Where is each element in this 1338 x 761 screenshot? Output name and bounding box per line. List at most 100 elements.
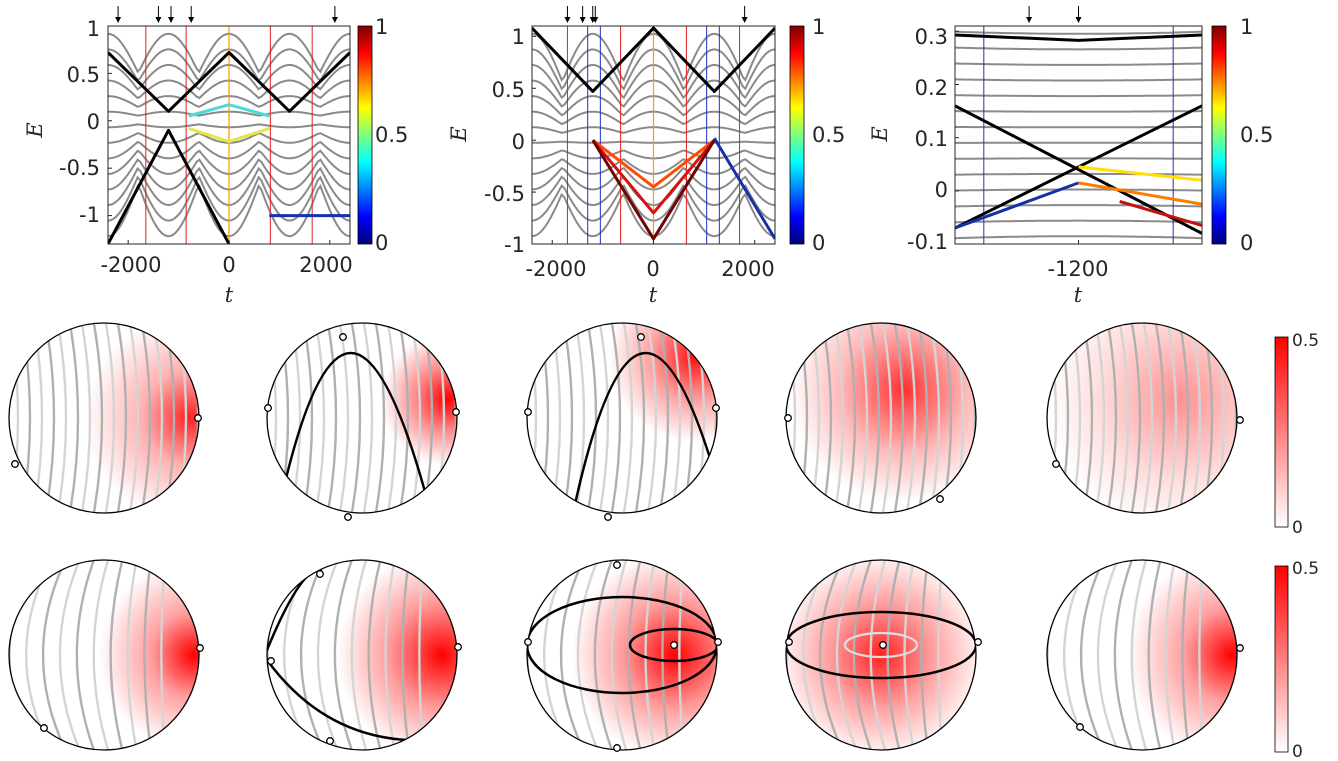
contour-line	[333, 560, 361, 750]
contour-line	[621, 323, 634, 513]
arrow-head	[564, 17, 571, 23]
critical-point-marker	[714, 638, 722, 646]
contour-line	[1164, 560, 1180, 750]
critical-point-marker	[524, 408, 532, 416]
contour-ellipse	[843, 631, 919, 659]
contour-line	[460, 540, 516, 761]
ytick-label: 0.3	[915, 25, 948, 49]
critical-point-marker	[712, 404, 720, 412]
separatrix-ellipse	[527, 595, 717, 695]
contour-line	[1153, 323, 1166, 513]
critical-point-marker	[264, 404, 272, 412]
x-axis-label: t	[1074, 283, 1083, 307]
contour-line	[301, 323, 314, 513]
colorbar-tick-label: 1	[812, 15, 825, 39]
xtick-label: 2000	[721, 257, 774, 281]
disk-heat	[1047, 323, 1237, 513]
xtick-label: 0	[222, 253, 235, 277]
contour-line	[139, 323, 152, 513]
disk-plot	[8, 559, 204, 751]
colorbar-tick-label: 0.5	[1240, 123, 1273, 147]
contour-line	[313, 323, 326, 513]
disk-plot	[784, 322, 977, 514]
contour-line	[337, 323, 350, 513]
arrow-head	[579, 17, 586, 23]
xtick-label: 2000	[299, 253, 352, 277]
series-line	[955, 33, 1202, 42]
ytick-label: 0.1	[915, 127, 948, 151]
critical-point-marker	[524, 638, 532, 646]
contour-line	[1165, 323, 1178, 513]
level-line	[955, 30, 1202, 35]
contour-line	[657, 323, 670, 513]
contour-line	[126, 560, 142, 750]
critical-point-marker	[326, 737, 334, 745]
disk-heat	[9, 323, 199, 513]
critical-point-marker	[40, 724, 48, 732]
critical-point-marker	[1076, 723, 1084, 731]
disk-heat	[786, 560, 976, 750]
critical-point-marker	[785, 638, 793, 646]
disk-boundary	[266, 322, 458, 514]
contour-line	[1130, 560, 1154, 750]
contour-line	[92, 560, 116, 750]
contour-line	[325, 323, 338, 513]
colorbar-tick-label: 0	[375, 231, 388, 255]
critical-point-marker	[196, 644, 204, 652]
series-line	[108, 128, 231, 244]
critical-point-marker	[452, 408, 460, 416]
disk-boundary	[526, 322, 718, 514]
spectral-plots	[107, 6, 1203, 245]
contour-line	[669, 323, 682, 513]
contour-line	[645, 323, 658, 513]
plot-area	[955, 26, 1202, 244]
ytick-label: 0	[935, 178, 948, 202]
contour-line	[115, 323, 128, 513]
disk-heat	[527, 323, 717, 513]
contour-line	[527, 560, 530, 750]
contour-line	[373, 323, 386, 513]
contour-line	[58, 560, 90, 750]
plot-panel	[531, 6, 776, 245]
contour-line	[856, 323, 869, 513]
arrow-head	[741, 17, 748, 23]
level-line	[955, 94, 1202, 98]
disk-plot	[1046, 559, 1244, 751]
contour-line	[397, 323, 410, 513]
critical-point-marker	[316, 570, 324, 578]
level-line	[955, 78, 1202, 82]
contour-line	[91, 323, 104, 513]
contour-line	[361, 323, 374, 513]
xtick-label: 0	[646, 257, 659, 281]
disk-boundary	[266, 559, 458, 751]
contour-line	[886, 560, 906, 750]
level-line	[955, 62, 1202, 66]
contour-line	[880, 323, 893, 513]
contour-line	[200, 540, 256, 761]
contour-line	[1093, 323, 1106, 513]
contour-line	[576, 560, 608, 750]
arrow-head	[331, 17, 338, 23]
series-line	[1078, 181, 1202, 206]
contour-line	[633, 323, 646, 513]
contour-line	[75, 560, 103, 750]
series-line	[591, 139, 716, 241]
critical-point-marker	[604, 513, 612, 521]
colorbar-jet	[789, 25, 805, 245]
ytick-label: 0.5	[492, 78, 525, 102]
contour-line	[844, 323, 857, 513]
disk-plot	[460, 540, 722, 761]
arrow-head	[168, 17, 175, 23]
colorbar-reds	[1274, 565, 1289, 753]
contour-line	[610, 560, 634, 750]
critical-point-marker	[613, 561, 621, 569]
y-axis-label: E	[23, 122, 47, 138]
level-line	[955, 172, 1202, 176]
contour-line	[127, 323, 140, 513]
plot-area	[108, 26, 350, 244]
series-line	[955, 181, 1080, 230]
disk-plot	[1046, 322, 1244, 514]
colorbar-tick-label: 0.5	[375, 123, 408, 147]
contour-line	[597, 323, 610, 513]
contour-line	[55, 323, 68, 513]
